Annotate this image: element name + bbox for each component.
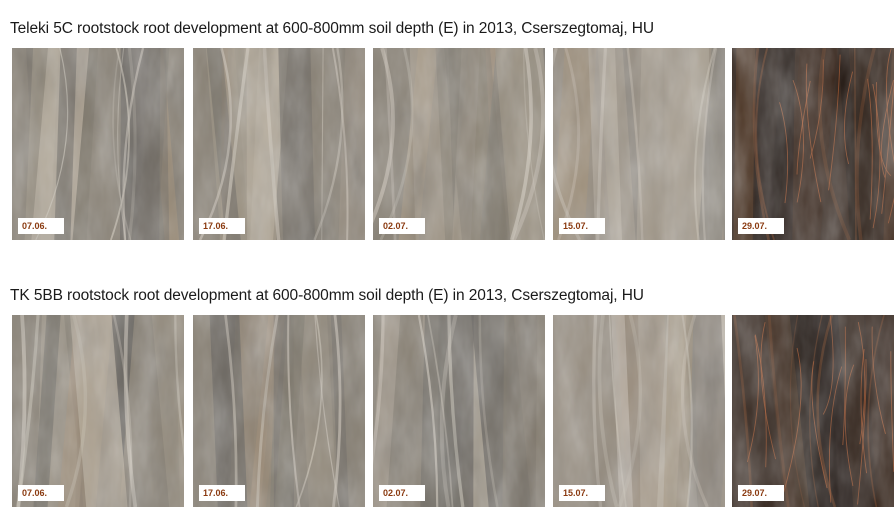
row-2-photo-strip: 07.06. 17.06. 02.07. 15.07. 29.07. [12, 315, 894, 507]
photo-panel-r2-p3: 02.07. [373, 315, 545, 507]
date-label: 17.06. [199, 218, 245, 234]
date-label: 02.07. [379, 485, 425, 501]
soil-photo-texture [553, 315, 725, 507]
photo-panel-r2-p2: 17.06. [193, 315, 365, 507]
soil-photo-texture [732, 315, 894, 507]
date-label: 02.07. [379, 218, 425, 234]
photo-panel-r1-p1: 07.06. [12, 48, 184, 240]
date-label: 07.06. [18, 218, 64, 234]
photo-panel-r2-p4: 15.07. [553, 315, 725, 507]
soil-photo-texture [12, 48, 184, 240]
soil-photo-texture [373, 48, 545, 240]
date-label: 15.07. [559, 218, 605, 234]
soil-photo-texture [373, 315, 545, 507]
photo-panel-r2-p5: 29.07. [732, 315, 894, 507]
photo-panel-r1-p4: 15.07. [553, 48, 725, 240]
photo-panel-r1-p5: 29.07. [732, 48, 894, 240]
date-label: 15.07. [559, 485, 605, 501]
date-label: 17.06. [199, 485, 245, 501]
date-label: 29.07. [738, 218, 784, 234]
photo-panel-r2-p1: 07.06. [12, 315, 184, 507]
photo-panel-r1-p3: 02.07. [373, 48, 545, 240]
soil-photo-texture [553, 48, 725, 240]
photo-panel-r1-p2: 17.06. [193, 48, 365, 240]
soil-photo-texture [193, 48, 365, 240]
soil-photo-texture [12, 315, 184, 507]
date-label: 07.06. [18, 485, 64, 501]
date-label: 29.07. [738, 485, 784, 501]
soil-photo-texture [732, 48, 894, 240]
soil-photo-texture [193, 315, 365, 507]
row-1-photo-strip: 07.06. 17.06. 02.07. 15.07. 29.07. [12, 48, 894, 240]
row-1-title: Teleki 5C rootstock root development at … [10, 20, 654, 37]
row-2-title: TK 5BB rootstock root development at 600… [10, 287, 644, 304]
